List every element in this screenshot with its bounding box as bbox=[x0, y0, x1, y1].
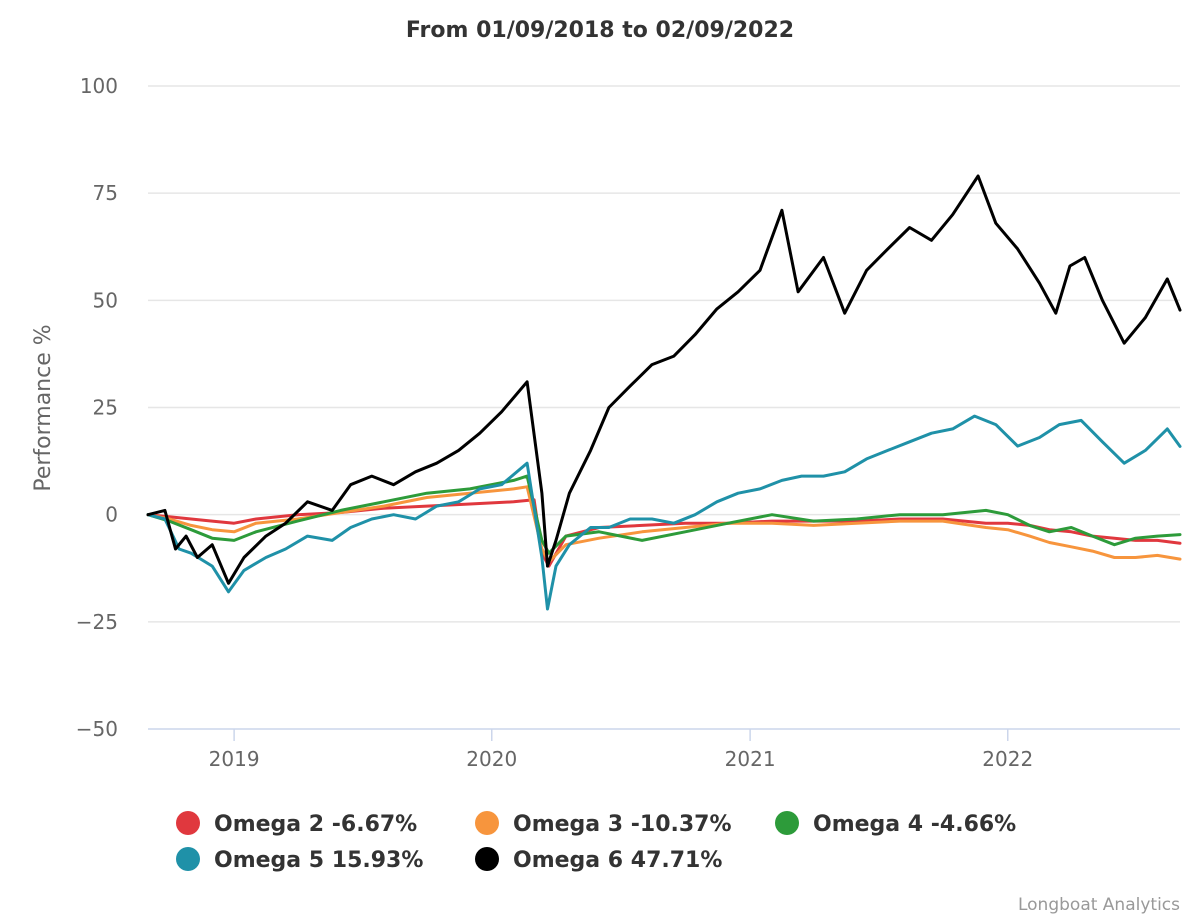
series-lines bbox=[146, 174, 1182, 611]
legend[interactable]: Omega 2 -6.67% Omega 3 -10.37% Omega 4 -4.… bbox=[176, 811, 1016, 873]
legend-marker bbox=[176, 811, 200, 835]
x-axis: 2019 2020 2021 2022 bbox=[209, 729, 1033, 771]
x-tick-label: 2021 bbox=[725, 747, 776, 771]
legend-item-4[interactable]: Omega 4 -4.66% bbox=[775, 811, 1016, 837]
y-tick-label: −50 bbox=[76, 717, 118, 741]
y-tick-label: 25 bbox=[93, 396, 118, 420]
credits[interactable]: Longboat Analytics bbox=[1018, 895, 1180, 915]
legend-label: Omega 4 -4.66% bbox=[813, 812, 1016, 837]
legend-label: Omega 2 -6.67% bbox=[214, 812, 417, 837]
legend-marker bbox=[176, 847, 200, 871]
legend-marker bbox=[775, 811, 799, 835]
legend-label: Omega 3 -10.37% bbox=[513, 812, 732, 837]
legend-item-6[interactable]: Omega 6 47.71% bbox=[475, 847, 722, 873]
series-line-6 bbox=[146, 174, 1182, 585]
legend-item-5[interactable]: Omega 5 15.93% bbox=[176, 847, 423, 873]
series-line-2 bbox=[146, 498, 1182, 568]
gridlines: 100 75 50 25 0 −25 −50 bbox=[76, 74, 1180, 741]
x-tick-label: 2020 bbox=[466, 747, 517, 771]
series-line-3 bbox=[146, 485, 1182, 564]
legend-label: Omega 5 15.93% bbox=[214, 848, 423, 873]
y-tick-label: 50 bbox=[93, 288, 118, 312]
legend-item-3[interactable]: Omega 3 -10.37% bbox=[475, 811, 732, 837]
legend-marker bbox=[475, 811, 499, 835]
legend-item-2[interactable]: Omega 2 -6.67% bbox=[176, 811, 417, 837]
legend-marker bbox=[475, 847, 499, 871]
series-line-5 bbox=[146, 414, 1182, 611]
y-tick-label: −25 bbox=[76, 610, 118, 634]
y-axis-label: Performance % bbox=[31, 324, 56, 491]
y-tick-label: 100 bbox=[80, 74, 118, 98]
chart-title: From 01/09/2018 to 02/09/2022 bbox=[406, 18, 794, 43]
legend-label: Omega 6 47.71% bbox=[513, 848, 722, 873]
y-tick-label: 0 bbox=[105, 503, 118, 527]
x-tick-label: 2022 bbox=[982, 747, 1033, 771]
x-tick-label: 2019 bbox=[209, 747, 260, 771]
y-tick-label: 75 bbox=[93, 181, 118, 205]
